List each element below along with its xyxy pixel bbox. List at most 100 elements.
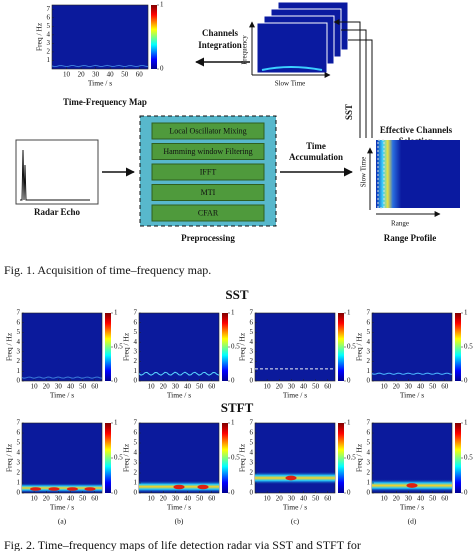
x-tick-label: 20 xyxy=(393,383,401,391)
y-tick-label: 5 xyxy=(250,328,254,336)
x-tick-label: 10 xyxy=(264,383,272,391)
y-tick-label: 1 xyxy=(17,367,21,375)
y-tick-label: 7 xyxy=(250,419,254,427)
caption: Fig. 1. Acquisition of time–frequency ma… xyxy=(4,263,211,277)
y-tick-label: 5 xyxy=(17,328,21,336)
y-tick-label: 7 xyxy=(134,419,138,427)
colorbar-tick-label: 0 xyxy=(160,65,164,73)
ridge-peak xyxy=(29,487,42,491)
x-tick-label: 60 xyxy=(91,495,99,503)
row-label: SST xyxy=(225,287,248,302)
y-tick-label: 2 xyxy=(134,469,138,477)
heatmap xyxy=(51,4,149,70)
y-tick-label: 0 xyxy=(250,489,254,497)
y-tick-label: 0 xyxy=(250,377,254,385)
y-axis-label: Freq / Hz xyxy=(122,443,131,472)
axis-label: Frequency xyxy=(241,35,249,65)
step-label: Hamming window Filtering xyxy=(163,147,252,156)
ridge-peak xyxy=(406,483,418,488)
y-tick-label: 1 xyxy=(250,479,254,487)
x-tick-label: 60 xyxy=(91,383,99,391)
colorbar xyxy=(338,423,344,493)
x-tick-label: 40 xyxy=(300,383,308,391)
x-tick-label: 30 xyxy=(288,383,296,391)
y-tick-label: 7 xyxy=(17,309,21,317)
ridge-peak xyxy=(173,484,185,490)
step-label: IFFT xyxy=(200,167,217,176)
x-axis-label: Time / s xyxy=(400,503,424,512)
y-axis-label: Freq / Hz xyxy=(238,443,247,472)
colorbar-tick-label: 0.5 xyxy=(464,343,473,351)
y-tick-label: 5 xyxy=(47,22,51,30)
ridge xyxy=(51,64,149,68)
colorbar-tick-label: 1 xyxy=(231,419,235,427)
y-axis-label: Freq / Hz xyxy=(5,443,14,472)
axis-label: Slow Time xyxy=(360,157,368,188)
colorbar-tick-label: 0.5 xyxy=(231,343,240,351)
x-tick-label: 30 xyxy=(92,71,100,79)
y-tick-label: 6 xyxy=(134,318,138,326)
y-tick-label: 4 xyxy=(367,338,371,346)
y-axis-label: Freq / Hz xyxy=(122,332,131,361)
colorbar-tick-label: 1 xyxy=(160,1,164,9)
x-tick-label: 40 xyxy=(300,495,308,503)
x-axis-label: Time / s xyxy=(50,503,74,512)
x-tick-label: 10 xyxy=(31,383,39,391)
heatmap xyxy=(138,312,220,382)
colorbar xyxy=(105,423,111,493)
y-tick-label: 2 xyxy=(367,357,371,365)
y-tick-label: 3 xyxy=(47,39,51,47)
y-tick-label: 5 xyxy=(367,439,371,447)
ridge xyxy=(21,376,103,379)
x-axis-label: Time / s xyxy=(88,79,112,88)
y-tick-label: 2 xyxy=(17,469,21,477)
x-tick-label: 40 xyxy=(417,495,425,503)
y-tick-label: 0 xyxy=(134,377,138,385)
step-box xyxy=(151,143,265,160)
colorbar xyxy=(455,313,461,381)
x-tick-label: 30 xyxy=(172,495,180,503)
colorbar-tick-label: 1 xyxy=(347,419,351,427)
colorbar xyxy=(151,5,157,69)
x-tick-label: 40 xyxy=(184,383,192,391)
y-tick-label: 7 xyxy=(367,309,371,317)
y-tick-label: 7 xyxy=(134,309,138,317)
colorbar-tick-label: 0 xyxy=(114,377,118,385)
x-tick-label: 30 xyxy=(172,383,180,391)
y-tick-label: 3 xyxy=(134,347,138,355)
x-axis-label: Time / s xyxy=(50,391,74,400)
step-label: MTI xyxy=(201,188,216,197)
x-tick-label: 50 xyxy=(196,383,204,391)
x-tick-label: 30 xyxy=(55,495,63,503)
y-tick-label: 6 xyxy=(367,429,371,437)
label: Integration xyxy=(198,40,242,50)
plot-title: Time-Frequency Map xyxy=(63,97,147,107)
colorbar xyxy=(222,423,228,493)
x-tick-label: 10 xyxy=(31,495,39,503)
x-tick-label: 60 xyxy=(208,383,216,391)
x-tick-label: 60 xyxy=(136,71,144,79)
x-tick-label: 60 xyxy=(324,383,332,391)
y-tick-label: 3 xyxy=(134,459,138,467)
colorbar-tick-label: 0 xyxy=(347,377,351,385)
y-tick-label: 0 xyxy=(17,489,21,497)
x-tick-label: 50 xyxy=(79,495,87,503)
colorbar-tick-label: 0 xyxy=(464,377,468,385)
y-tick-label: 1 xyxy=(367,367,371,375)
x-tick-label: 50 xyxy=(121,71,129,79)
y-tick-label: 4 xyxy=(134,449,138,457)
x-tick-label: 30 xyxy=(55,383,63,391)
x-tick-label: 10 xyxy=(63,71,71,79)
y-tick-label: 5 xyxy=(250,439,254,447)
ridge xyxy=(138,371,220,376)
x-tick-label: 30 xyxy=(405,495,413,503)
y-tick-label: 6 xyxy=(17,429,21,437)
y-tick-label: 1 xyxy=(47,56,51,64)
label: Radar Echo xyxy=(34,207,81,217)
y-tick-label: 3 xyxy=(250,459,254,467)
heatmap xyxy=(21,422,103,494)
colorbar-tick-label: 0 xyxy=(114,489,118,497)
y-tick-label: 1 xyxy=(17,479,21,487)
colorbar-tick-label: 1 xyxy=(231,309,235,317)
y-tick-label: 6 xyxy=(134,429,138,437)
